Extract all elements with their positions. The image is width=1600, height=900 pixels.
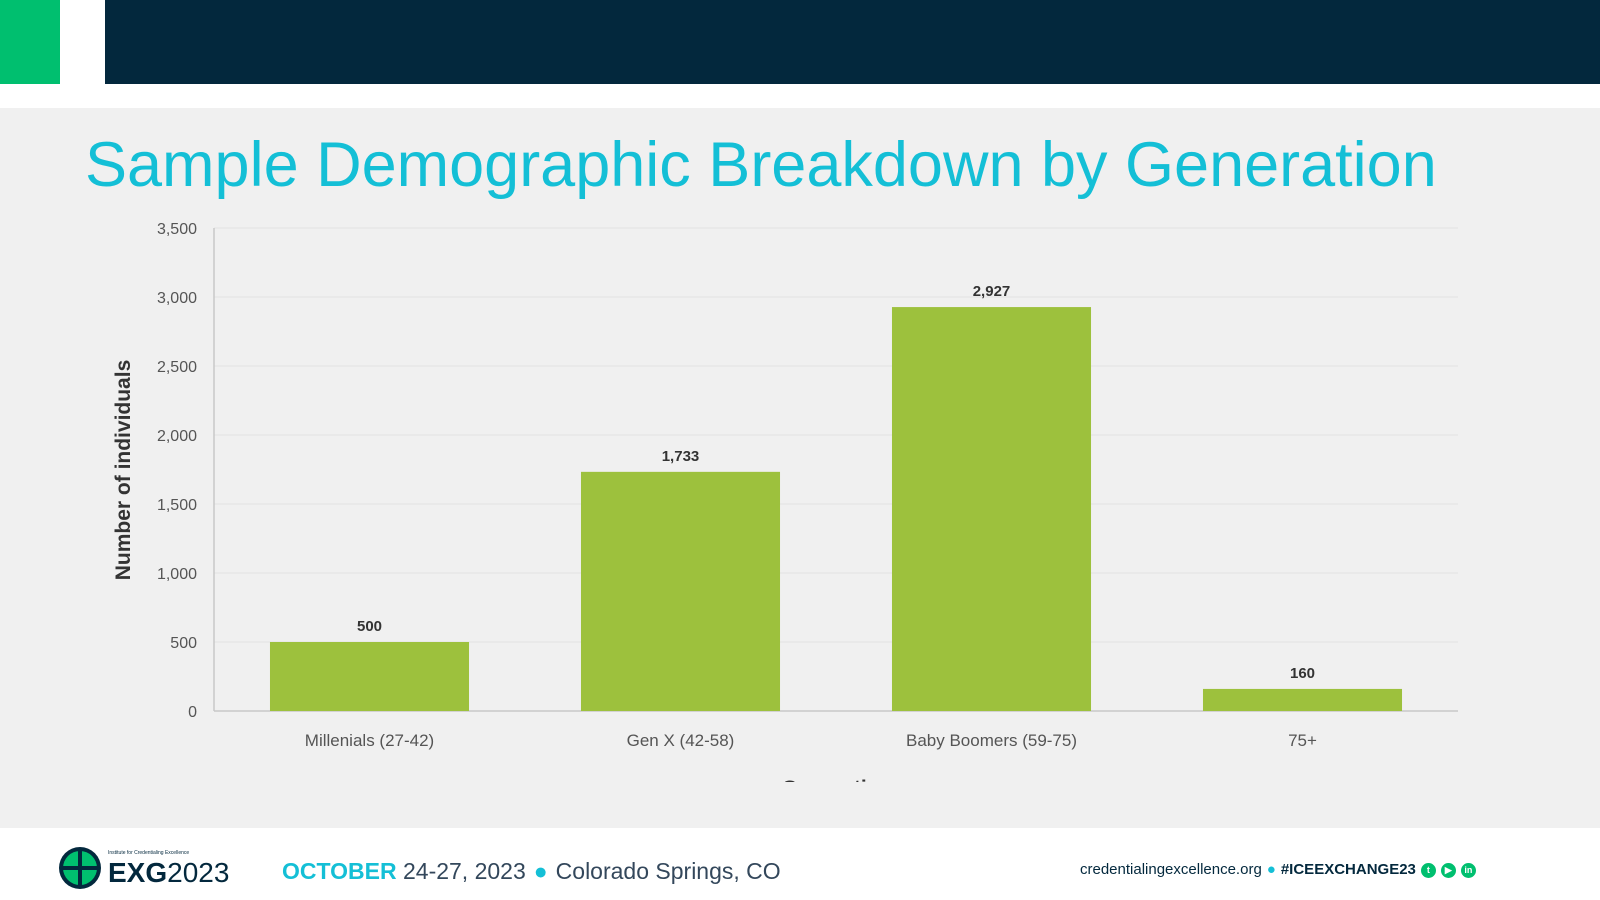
bar — [580, 471, 781, 711]
bar — [1202, 688, 1403, 711]
event-month: OCTOBER — [282, 858, 397, 884]
bar — [269, 642, 470, 711]
logo-wordmark: EXG2023 — [108, 857, 229, 889]
y-tick-label: 1,500 — [157, 497, 197, 514]
x-axis-title: Generation — [782, 777, 893, 800]
event-date: OCTOBER 24-27, 2023 ● Colorado Springs, CO — [282, 857, 781, 885]
hashtag: #ICEEXCHANGE23 — [1280, 861, 1416, 878]
footer — [0, 828, 1600, 900]
linkedin-icon[interactable]: in — [1460, 862, 1476, 878]
x-tick-label: Gen X (42-58) — [627, 731, 735, 750]
y-tick-label: 500 — [170, 635, 197, 652]
top-green-accent — [0, 0, 60, 84]
event-location: Colorado Springs, CO — [555, 858, 781, 884]
y-tick-label: 3,500 — [157, 221, 197, 238]
logo-year: 2023 — [167, 857, 230, 888]
separator-dot-icon: ● — [1266, 861, 1276, 878]
logo-bold-text: EXG — [108, 857, 168, 888]
website-link[interactable]: credentialingexcellence.org — [1080, 861, 1262, 878]
youtube-icon[interactable]: ▶ — [1440, 862, 1456, 878]
footer-links: credentialingexcellence.org ● #ICEEXCHANGE… — [1080, 860, 1476, 880]
top-header-bar — [105, 0, 1600, 84]
bar — [891, 307, 1092, 711]
y-axis-title: Number of individuals — [112, 360, 135, 581]
y-tick-label: 2,500 — [157, 359, 197, 376]
exg-logo-icon — [59, 847, 101, 889]
x-tick-label: Baby Boomers (59-75) — [906, 731, 1077, 750]
x-tick-label: Millenials (27-42) — [305, 731, 434, 750]
logo-subtitle: Institute for Credentialing Excellence — [108, 850, 190, 856]
x-tick-label: 75+ — [1288, 731, 1317, 750]
event-dates: 24-27, 2023 — [402, 858, 526, 884]
y-tick-label: 3,000 — [157, 290, 197, 307]
y-tick-label: 0 — [188, 704, 197, 721]
data-label: 160 — [1290, 665, 1315, 682]
y-tick-label: 2,000 — [157, 428, 197, 445]
separator-dot-icon: ● — [533, 858, 548, 884]
data-label: 1,733 — [662, 448, 700, 465]
y-tick-label: 1,000 — [157, 566, 197, 583]
slide-title: Sample Demographic Breakdown by Generati… — [85, 130, 1437, 200]
data-label: 500 — [357, 618, 382, 635]
twitter-icon[interactable]: t — [1420, 862, 1436, 878]
data-label: 2,927 — [973, 283, 1011, 300]
